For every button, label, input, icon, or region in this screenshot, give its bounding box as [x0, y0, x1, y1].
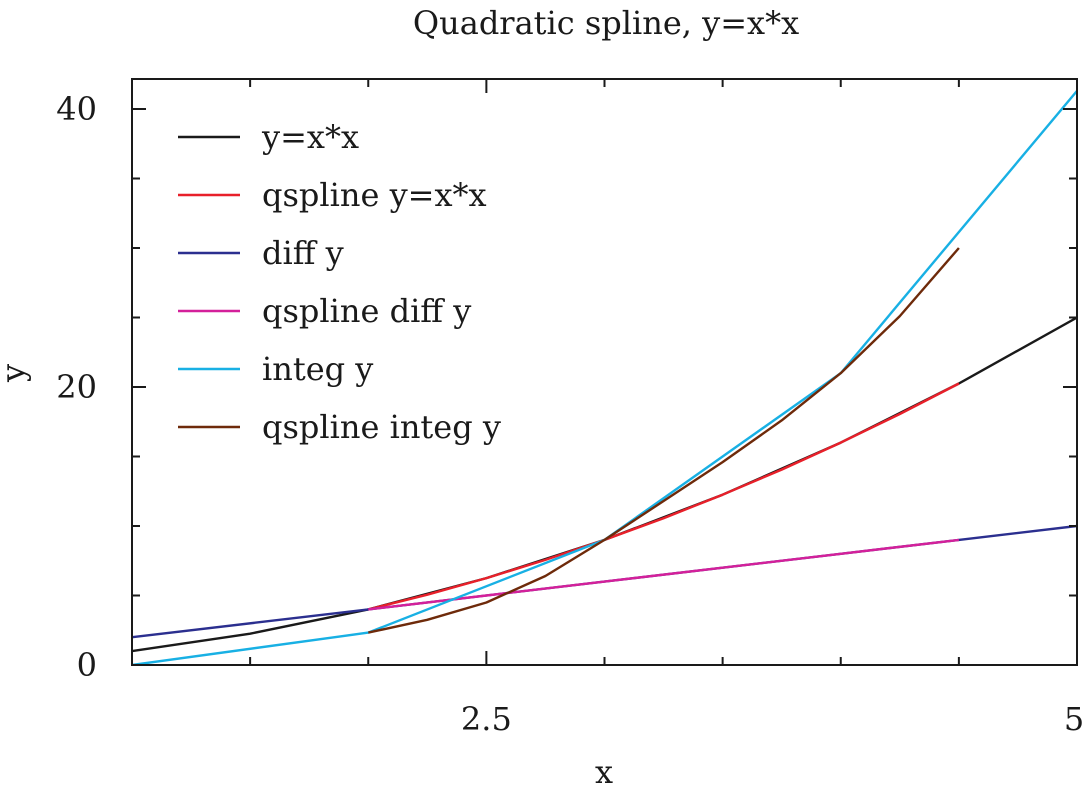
legend-label-3: diff y — [262, 234, 344, 272]
series-layer — [132, 90, 1077, 665]
y-tick-label: 40 — [56, 90, 97, 128]
legend: y=x*x qspline y=x*x diff y qspline diff y in… — [178, 118, 501, 446]
legend-label-5: integ y — [262, 350, 373, 388]
series-line-2 — [368, 382, 960, 611]
y-tick-label: 20 — [56, 368, 97, 406]
x-tick-label: 2.5 — [461, 700, 512, 738]
x-tick-label: 5 — [1064, 700, 1084, 738]
legend-label-2: qspline y=x*x — [262, 176, 487, 214]
y-tick-label: 0 — [77, 646, 97, 684]
legend-label-4: qspline diff y — [262, 292, 471, 330]
series-line-6 — [368, 247, 960, 634]
axes-layer: 2.5 5 0 20 40 — [56, 78, 1084, 738]
series-line-4 — [368, 538, 960, 611]
y-axis-label: y — [0, 364, 32, 383]
chart-title: Quadratic spline, y=x*x — [413, 4, 799, 42]
legend-label-1: y=x*x — [261, 118, 359, 156]
x-axis-label: x — [595, 753, 613, 789]
legend-label-6: qspline integ y — [262, 408, 501, 446]
